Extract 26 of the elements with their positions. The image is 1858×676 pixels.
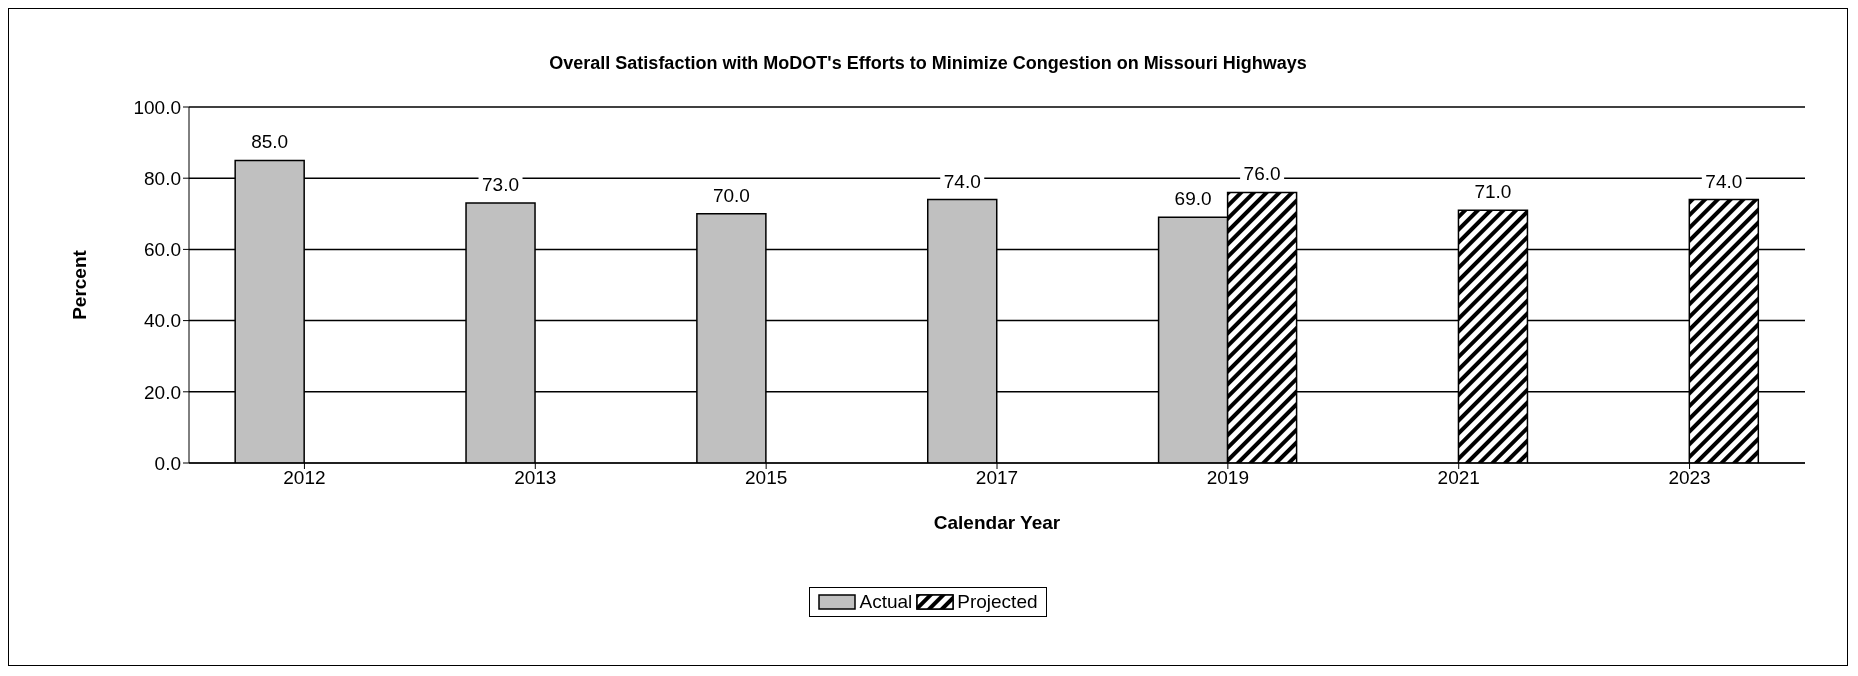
x-tick-label: 2013	[514, 467, 557, 489]
data-label: 76.0	[1243, 163, 1281, 185]
y-tick-label: 80.0	[144, 167, 181, 189]
x-axis-title: Calendar Year	[933, 512, 1061, 533]
chart-title: Overall Satisfaction with MoDOT's Efforts to Minimize Congestion on Missouri Highways	[548, 53, 1308, 74]
x-tick-label: 2015	[745, 467, 788, 489]
x-tick-label: 2023	[1668, 467, 1711, 489]
x-tick-label: 2021	[1437, 467, 1480, 489]
x-tick-label: 2017	[975, 467, 1019, 489]
y-tick-label: 100.0	[133, 96, 181, 118]
y-tick-label: 60.0	[144, 239, 181, 261]
data-label: 74.0	[1705, 170, 1743, 192]
legend-label: Actual	[859, 591, 913, 613]
data-label: 70.0	[712, 184, 750, 206]
data-label: 85.0	[251, 131, 289, 153]
x-tick-label: 2019	[1206, 467, 1249, 489]
data-label: 71.0	[1474, 181, 1512, 203]
data-label: 74.0	[943, 170, 981, 192]
data-label: 73.0	[482, 174, 520, 196]
y-tick-label: 0.0	[154, 452, 181, 474]
y-tick-label: 40.0	[144, 310, 181, 332]
y-axis-title: Percent	[68, 249, 90, 320]
y-tick-label: 20.0	[144, 381, 181, 403]
legend-label: Projected	[957, 591, 1038, 613]
x-tick-label: 2012	[283, 467, 326, 489]
data-label: 69.0	[1174, 188, 1212, 210]
